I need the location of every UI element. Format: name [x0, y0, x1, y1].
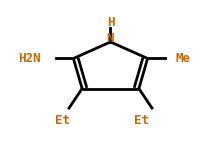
- Text: Et: Et: [133, 114, 149, 127]
- Text: H: H: [107, 16, 114, 29]
- Text: N: N: [107, 32, 114, 45]
- Text: H2N: H2N: [19, 52, 41, 65]
- Text: Me: Me: [175, 52, 190, 65]
- Text: Et: Et: [55, 114, 70, 127]
